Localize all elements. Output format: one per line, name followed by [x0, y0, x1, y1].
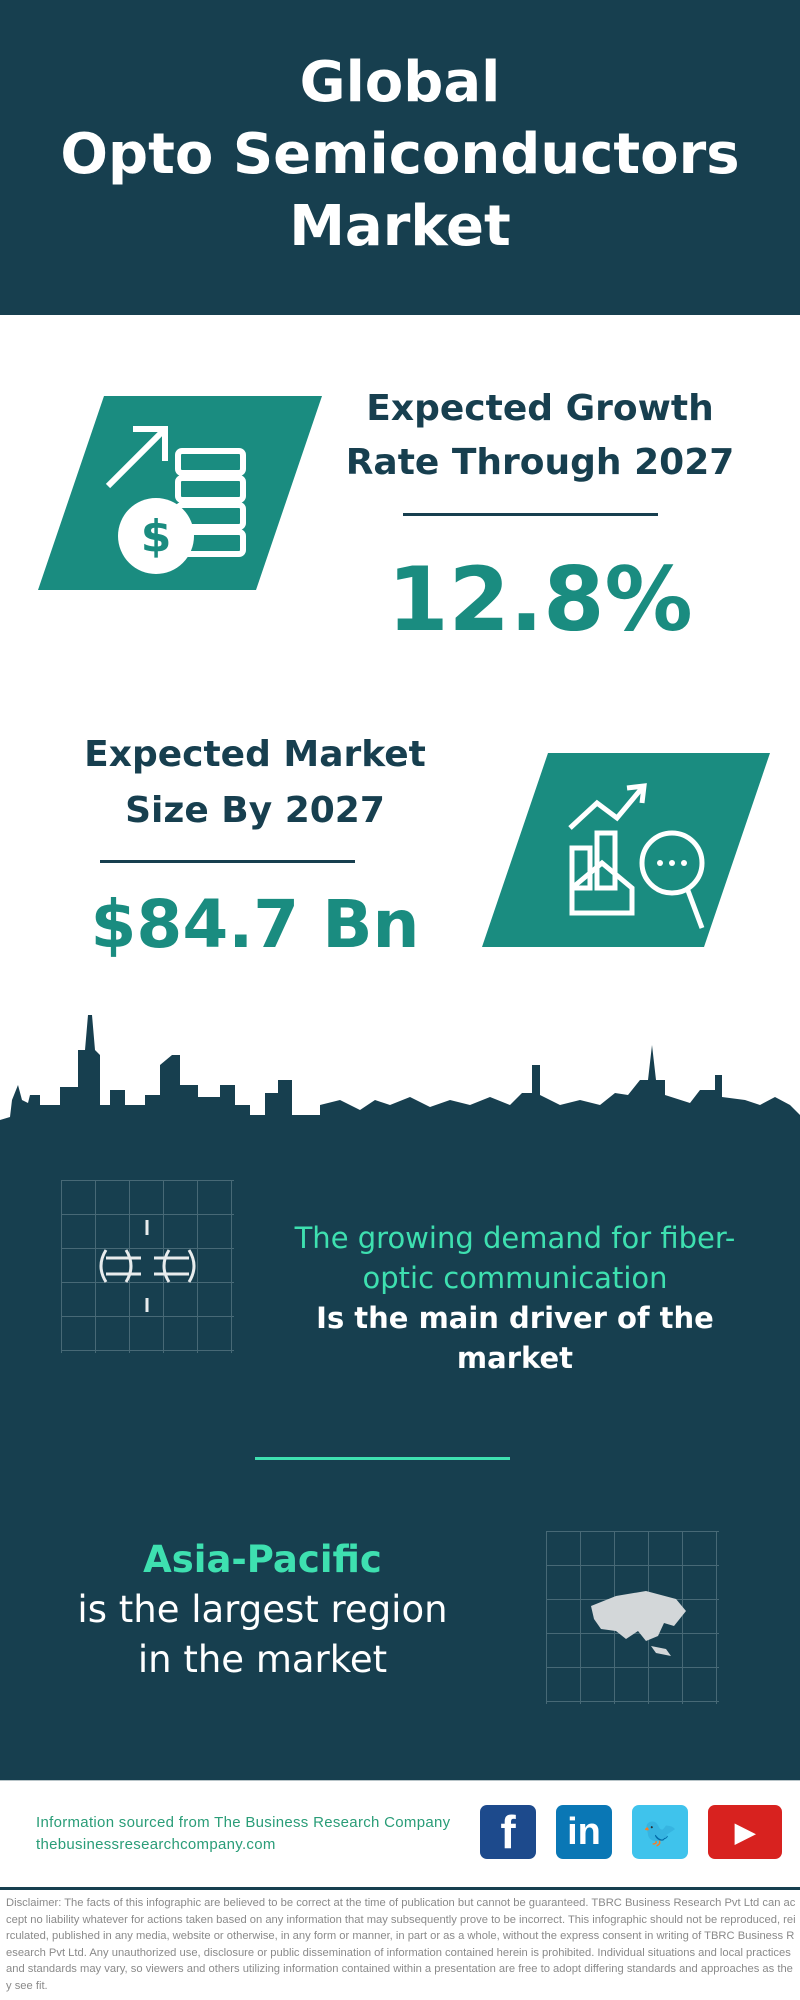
- market-size-divider: [100, 860, 355, 863]
- market-size-heading: Expected Market Size By 2027: [60, 727, 450, 839]
- svg-text:$: $: [141, 511, 172, 562]
- section-divider: [255, 1457, 510, 1460]
- region-line-2: is the largest region: [77, 1588, 448, 1631]
- region-text: Asia-Pacific is the largest region in th…: [40, 1535, 485, 1685]
- city-skyline-graphic: [0, 1015, 800, 1125]
- driver-line-4: market: [456, 1341, 574, 1375]
- region-line-3: in the market: [137, 1638, 388, 1681]
- header-banner: Global Opto Semiconductors Market: [0, 0, 800, 315]
- region-name: Asia-Pacific: [143, 1538, 382, 1581]
- growth-heading-line-2: Rate Through 2027: [345, 442, 735, 483]
- growth-heading: Expected Growth Rate Through 2027: [330, 382, 750, 490]
- driver-line-3: Is the main driver of the: [316, 1301, 714, 1335]
- growth-divider: [403, 513, 658, 516]
- driver-text: The growing demand for fiber- optic comm…: [260, 1218, 770, 1378]
- asia-map-icon: [546, 1531, 719, 1704]
- youtube-icon[interactable]: ▶: [708, 1805, 782, 1859]
- linkedin-icon[interactable]: in: [556, 1805, 612, 1859]
- footer-top-border: [0, 1780, 800, 1781]
- driver-highlight-line-2: optic communication: [362, 1261, 668, 1295]
- title-line-3: Market: [289, 194, 511, 259]
- market-size-value: $84.7 Bn: [90, 886, 420, 963]
- website-link[interactable]: thebusinessresearchcompany.com: [36, 1836, 276, 1853]
- market-analysis-icon: [482, 753, 770, 947]
- facebook-icon[interactable]: f: [480, 1805, 536, 1859]
- disclaimer-divider: [0, 1887, 800, 1890]
- disclaimer-text: Disclaimer: The facts of this infographi…: [6, 1897, 796, 1992]
- growth-value: 12.8%: [387, 548, 693, 651]
- market-size-heading-line-1: Expected Market: [84, 734, 426, 775]
- twitter-icon[interactable]: 🐦: [632, 1805, 688, 1859]
- title-line-2: Opto Semiconductors: [60, 122, 740, 187]
- market-size-heading-line-2: Size By 2027: [125, 790, 385, 831]
- growth-heading-line-1: Expected Growth: [366, 388, 714, 429]
- growth-money-icon: $: [38, 396, 322, 590]
- title-line-1: Global: [299, 50, 501, 115]
- fiber-optic-icon: [61, 1180, 234, 1353]
- social-links: f in 🐦 ▶: [480, 1805, 782, 1859]
- source-text: Information sourced from The Business Re…: [36, 1814, 451, 1831]
- driver-highlight-line-1: The growing demand for fiber-: [294, 1221, 736, 1255]
